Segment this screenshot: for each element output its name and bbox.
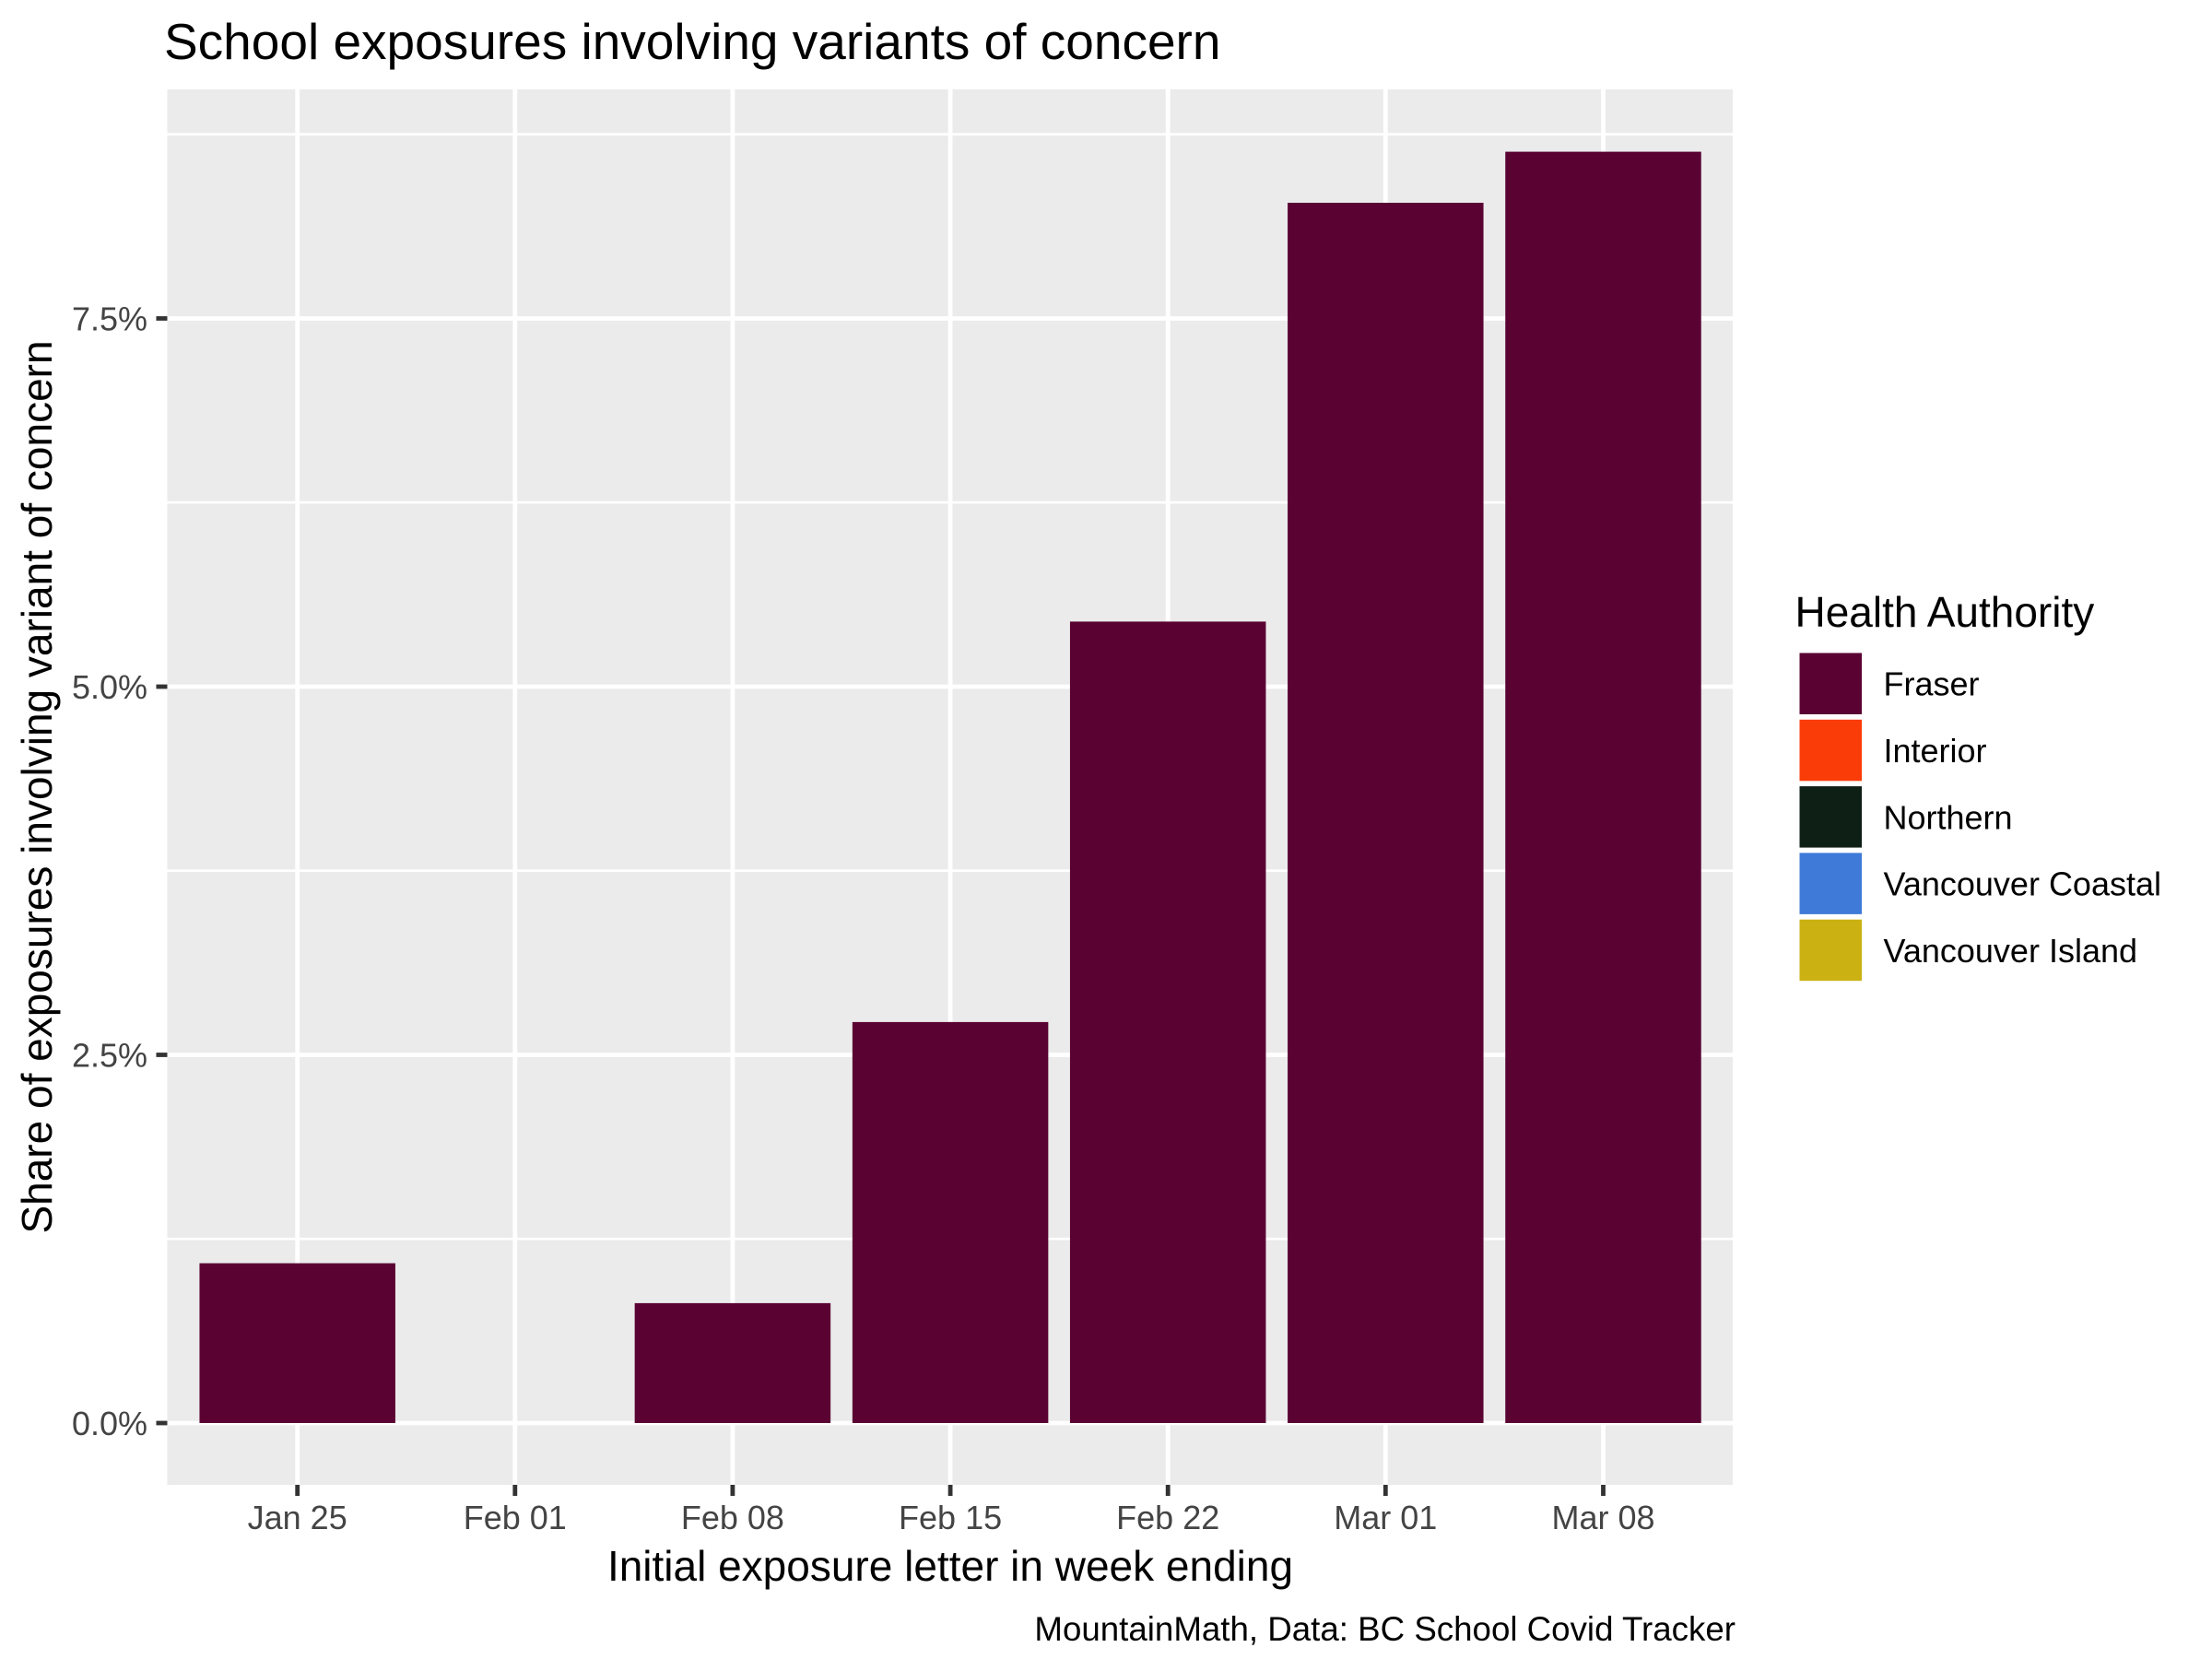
svg-text:Feb 08: Feb 08 — [681, 1499, 784, 1536]
svg-text:Feb 01: Feb 01 — [464, 1499, 567, 1536]
svg-text:Northern: Northern — [1884, 798, 2013, 836]
svg-text:Feb 22: Feb 22 — [1116, 1499, 1219, 1536]
svg-text:Initial exposure letter in wee: Initial exposure letter in week ending — [607, 1542, 1293, 1590]
svg-text:Jan 25: Jan 25 — [248, 1499, 347, 1536]
svg-text:Fraser: Fraser — [1884, 665, 1980, 703]
svg-text:Mar 01: Mar 01 — [1334, 1499, 1437, 1536]
svg-text:School exposures involving var: School exposures involving variants of c… — [164, 13, 1220, 70]
svg-text:Health Authority: Health Authority — [1795, 588, 2095, 636]
svg-text:0.0%: 0.0% — [72, 1405, 147, 1442]
svg-text:2.5%: 2.5% — [72, 1037, 147, 1075]
svg-text:Vancouver Coastal: Vancouver Coastal — [1884, 865, 2162, 903]
svg-text:Vancouver Island: Vancouver Island — [1884, 932, 2138, 970]
svg-text:Feb 15: Feb 15 — [899, 1499, 1002, 1536]
svg-text:Share of exposures involving v: Share of exposures involving variant of … — [13, 340, 61, 1233]
svg-text:Mar 08: Mar 08 — [1551, 1499, 1654, 1536]
svg-text:5.0%: 5.0% — [72, 668, 147, 706]
svg-text:Interior: Interior — [1884, 732, 1987, 770]
svg-text:7.5%: 7.5% — [72, 300, 147, 338]
svg-text:MountainMath, Data: BC School: MountainMath, Data: BC School Covid Trac… — [1034, 1610, 1735, 1648]
